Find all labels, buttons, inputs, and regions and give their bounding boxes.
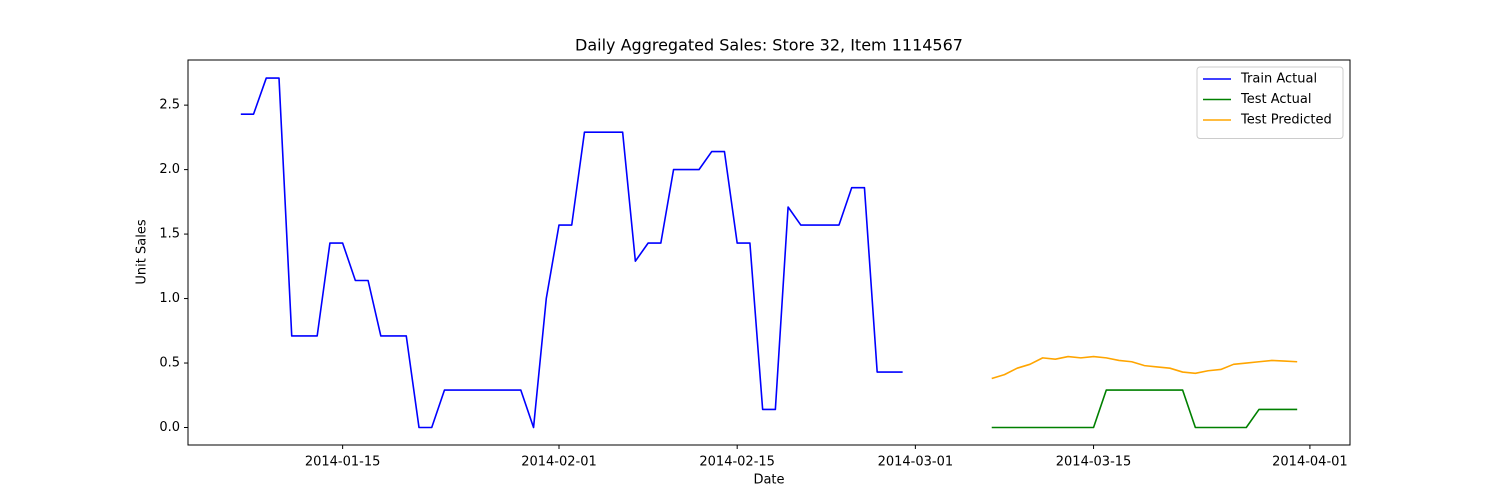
y-tick-label: 2.5 — [159, 98, 180, 113]
legend-label: Train Actual — [1240, 72, 1317, 87]
line-series — [991, 355, 1298, 380]
x-tick-label: 2014-04-01 — [1272, 455, 1348, 470]
x-tick-label: 2014-01-15 — [305, 455, 381, 470]
y-tick-label: 0.5 — [159, 356, 180, 371]
legend-label: Test Predicted — [1240, 113, 1332, 128]
plot-frame — [187, 59, 1351, 446]
y-tick-label: 1.5 — [159, 227, 180, 242]
line-series — [991, 389, 1298, 429]
x-tick-label: 2014-02-15 — [699, 455, 775, 470]
y-axis-label: Unit Sales — [135, 219, 150, 284]
y-tick-label: 0.0 — [159, 420, 180, 435]
chart-title: Daily Aggregated Sales: Store 32, Item 1… — [575, 36, 963, 55]
legend-label: Test Actual — [1240, 92, 1311, 107]
x-tick-label: 2014-03-15 — [1056, 455, 1132, 470]
y-tick-label: 2.0 — [159, 162, 180, 177]
legend-box — [1196, 66, 1344, 139]
y-tick-label: 1.0 — [159, 291, 180, 306]
x-tick-label: 2014-03-01 — [878, 455, 954, 470]
x-axis-label: Date — [753, 473, 784, 488]
x-tick-label: 2014-02-01 — [521, 455, 597, 470]
line-series — [240, 77, 903, 429]
